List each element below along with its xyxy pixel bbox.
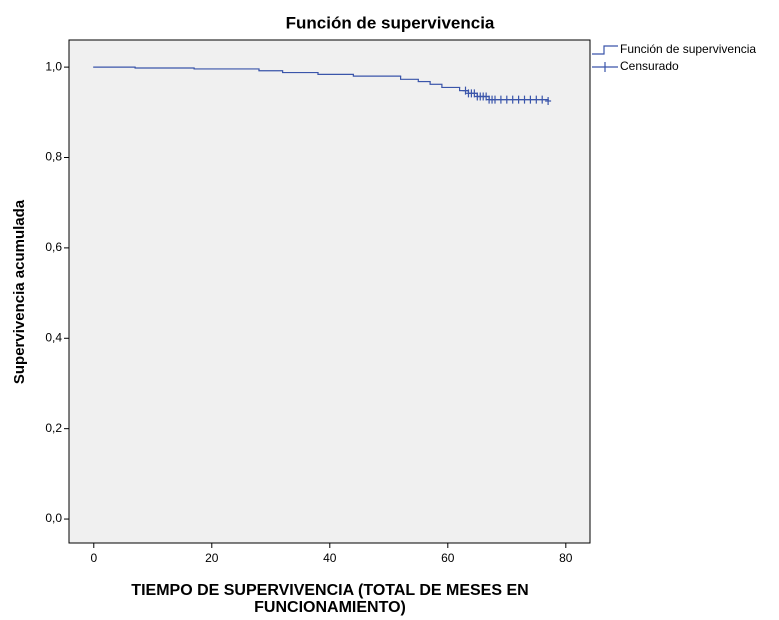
censored-mark bbox=[539, 95, 546, 104]
censored-mark bbox=[515, 95, 522, 104]
x-tick-label: 60 bbox=[441, 551, 455, 565]
legend-swatch bbox=[592, 45, 618, 55]
y-tick-label: 0,0 bbox=[45, 511, 62, 525]
chart-title: Función de supervivencia bbox=[286, 13, 495, 32]
censored-mark bbox=[503, 95, 510, 104]
x-tick-label: 20 bbox=[205, 551, 219, 565]
legend-label: Función de supervivencia bbox=[620, 42, 756, 56]
y-tick-label: 0,8 bbox=[45, 150, 62, 164]
y-axis-label: Supervivencia acumulada bbox=[11, 199, 28, 384]
x-axis-label: TIEMPO DE SUPERVIVENCIA (TOTAL DE MESES … bbox=[131, 582, 529, 616]
censored-mark bbox=[521, 95, 528, 104]
y-tick-label: 0,4 bbox=[45, 330, 62, 344]
x-tick-label: 40 bbox=[323, 551, 337, 565]
censored-mark bbox=[527, 95, 534, 104]
legend-label: Censurado bbox=[620, 59, 679, 73]
x-tick-label: 80 bbox=[559, 551, 573, 565]
y-tick-label: 0,2 bbox=[45, 421, 62, 435]
plot-area bbox=[68, 39, 591, 544]
censored-mark bbox=[497, 95, 504, 104]
x-tick-label: 0 bbox=[90, 551, 97, 565]
y-tick-label: 1,0 bbox=[45, 59, 62, 73]
censored-mark bbox=[509, 95, 516, 104]
legend-swatch bbox=[592, 62, 618, 72]
y-tick-label: 0,6 bbox=[45, 240, 62, 254]
censored-mark bbox=[533, 95, 540, 104]
censored-mark bbox=[492, 95, 499, 104]
censored-mark bbox=[545, 97, 552, 106]
